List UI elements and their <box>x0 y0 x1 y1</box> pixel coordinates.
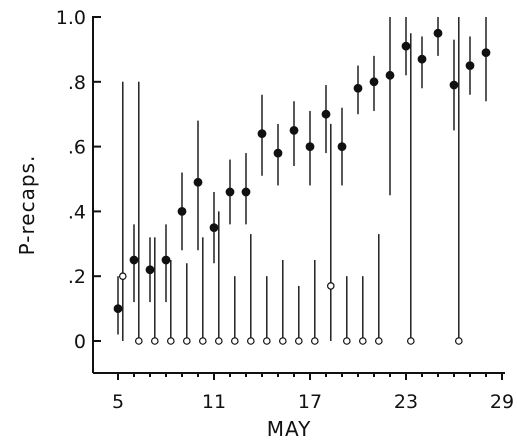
data-point-filled <box>465 61 475 70</box>
x-tick-label: 11 <box>202 391 226 413</box>
data-point-filled <box>417 54 427 64</box>
data-point-open <box>374 337 383 345</box>
data-point-filled <box>305 142 315 152</box>
data-point-filled <box>289 125 299 135</box>
data-point-open <box>199 337 207 345</box>
data-point-filled <box>193 177 203 187</box>
data-point-filled <box>273 148 283 158</box>
x-tick-label: 5 <box>112 391 124 413</box>
y-tick-label: .8 <box>68 72 86 94</box>
data-point-open <box>183 337 191 345</box>
data-point-filled <box>401 41 411 51</box>
x-tick-label: 29 <box>490 391 514 413</box>
data-point-open <box>262 337 271 345</box>
data-point-open <box>167 337 175 345</box>
data-point-filled <box>161 255 171 265</box>
data-point-open <box>119 272 127 281</box>
data-point-filled <box>209 223 219 233</box>
axes <box>92 16 505 374</box>
data-point-filled <box>449 80 459 90</box>
y-tick-label: .6 <box>68 137 86 159</box>
data-point-filled <box>433 28 443 38</box>
data-point-open <box>406 337 415 345</box>
data-point-open <box>342 337 351 345</box>
data-point-open <box>231 337 239 345</box>
data-point-filled <box>177 206 187 216</box>
y-axis-title: P-recaps. <box>15 155 39 256</box>
data-point-filled <box>145 265 155 275</box>
data-point-filled <box>385 70 395 80</box>
y-tick-label: 1.0 <box>56 7 86 29</box>
data-point-filled <box>481 48 491 58</box>
data-point-open <box>358 337 367 345</box>
y-tick-label: .2 <box>68 266 86 288</box>
data-point-open <box>294 337 303 345</box>
data-point-filled <box>369 77 379 87</box>
data-point-filled <box>241 187 251 197</box>
y-ticks: 0 .2 .4 .6 .8 1.0 <box>56 7 101 353</box>
data-point-open <box>247 337 255 345</box>
data-point-open <box>215 337 223 345</box>
error-bars <box>117 17 487 341</box>
y-tick-label: .4 <box>68 201 86 223</box>
x-ticks: 5 11 17 23 29 <box>112 373 514 413</box>
data-point-open <box>454 337 463 345</box>
data-point-filled <box>225 187 235 197</box>
x-axis-title: MAY <box>267 417 312 441</box>
data-point-open <box>310 337 319 345</box>
data-point-filled <box>113 304 123 314</box>
data-point-filled <box>353 83 363 93</box>
data-point-filled <box>337 142 347 152</box>
data-point-open <box>326 282 335 290</box>
data-point-filled <box>257 129 267 139</box>
y-tick-label: 0 <box>74 331 86 353</box>
data-point-open <box>278 337 287 345</box>
x-tick-label: 23 <box>394 391 418 413</box>
data-point-open <box>151 337 159 345</box>
data-point-filled <box>129 255 139 265</box>
data-point-filled <box>321 109 331 119</box>
data-markers <box>113 28 491 345</box>
data-point-open <box>135 337 143 345</box>
x-tick-label: 17 <box>298 391 322 413</box>
